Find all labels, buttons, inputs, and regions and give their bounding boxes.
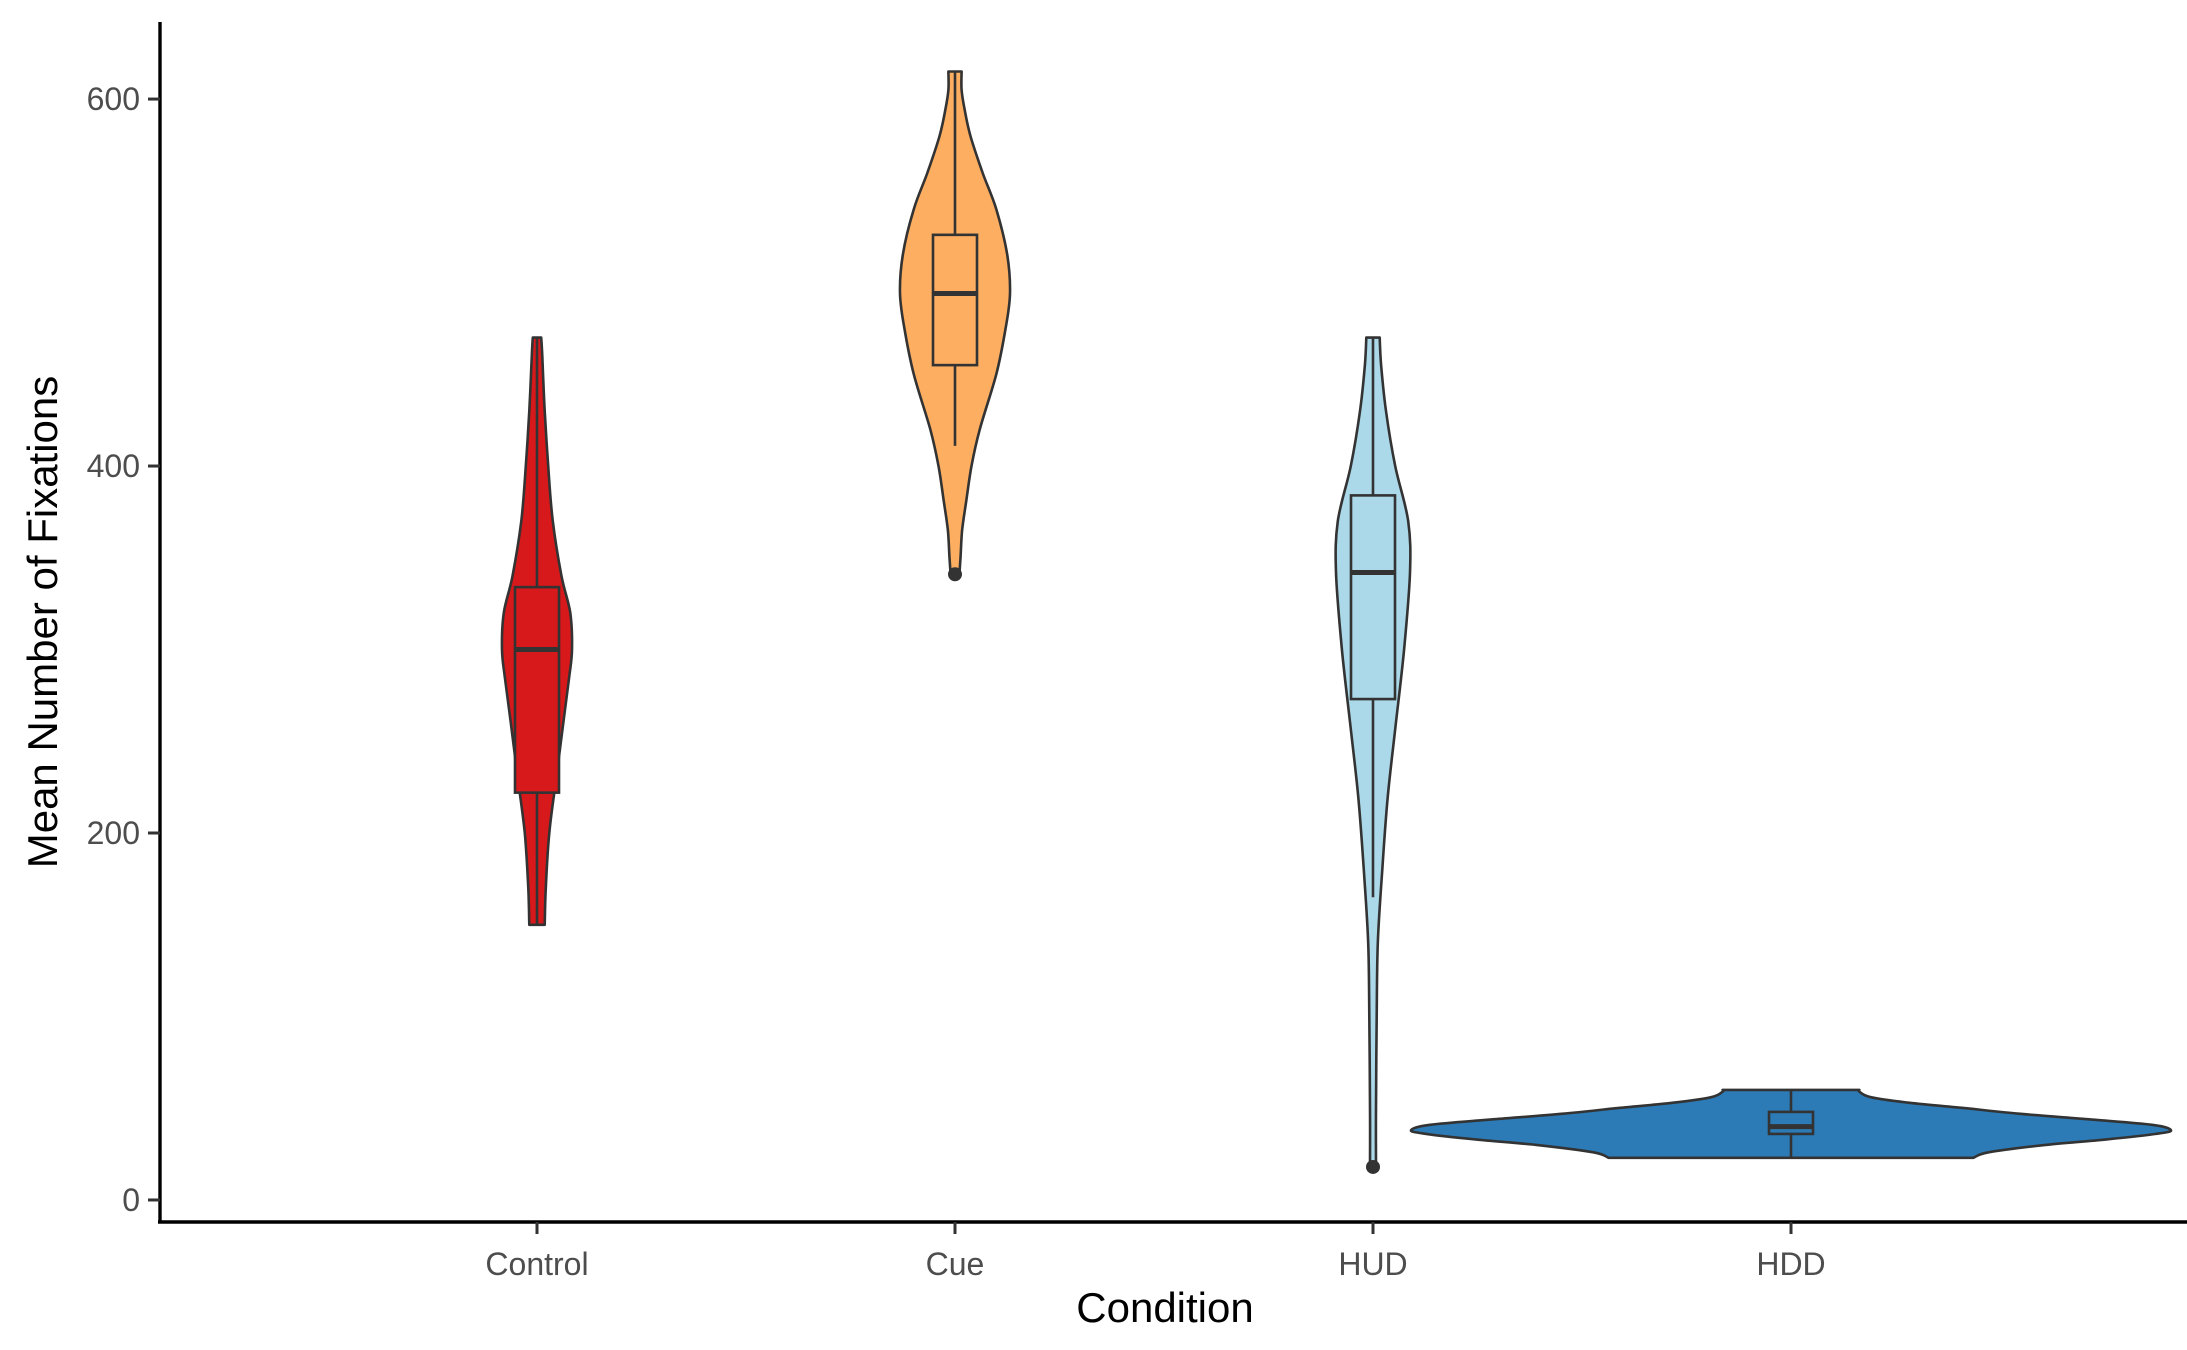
x-axis-title: Condition	[1076, 1284, 1253, 1331]
y-tick-label-0: 0	[122, 1182, 140, 1218]
x-tick-label-cue: Cue	[926, 1246, 985, 1282]
x-tick-label-hdd: HDD	[1756, 1246, 1825, 1282]
y-tick-label-600: 600	[87, 81, 140, 117]
y-tick-label-400: 400	[87, 448, 140, 484]
box-hud	[1349, 494, 1397, 701]
boxplots-layer	[513, 71, 1815, 1174]
x-ticks: Control Cue HUD HDD	[485, 1222, 1826, 1282]
violins-layer	[500, 70, 2173, 1169]
box-hdd	[1767, 1110, 1815, 1136]
box-cue	[931, 233, 979, 367]
x-tick-label-hud: HUD	[1338, 1246, 1407, 1282]
y-axis-title: Mean Number of Fixations	[19, 376, 66, 869]
outlier-hud-0	[1366, 1159, 1380, 1174]
x-tick-label-control: Control	[485, 1246, 588, 1282]
axes-layer	[158, 22, 2187, 1224]
y-ticks: 0 200 400 600	[87, 81, 160, 1218]
outlier-cue-0	[948, 567, 962, 582]
y-tick-label-200: 200	[87, 815, 140, 851]
box-control	[513, 585, 561, 794]
